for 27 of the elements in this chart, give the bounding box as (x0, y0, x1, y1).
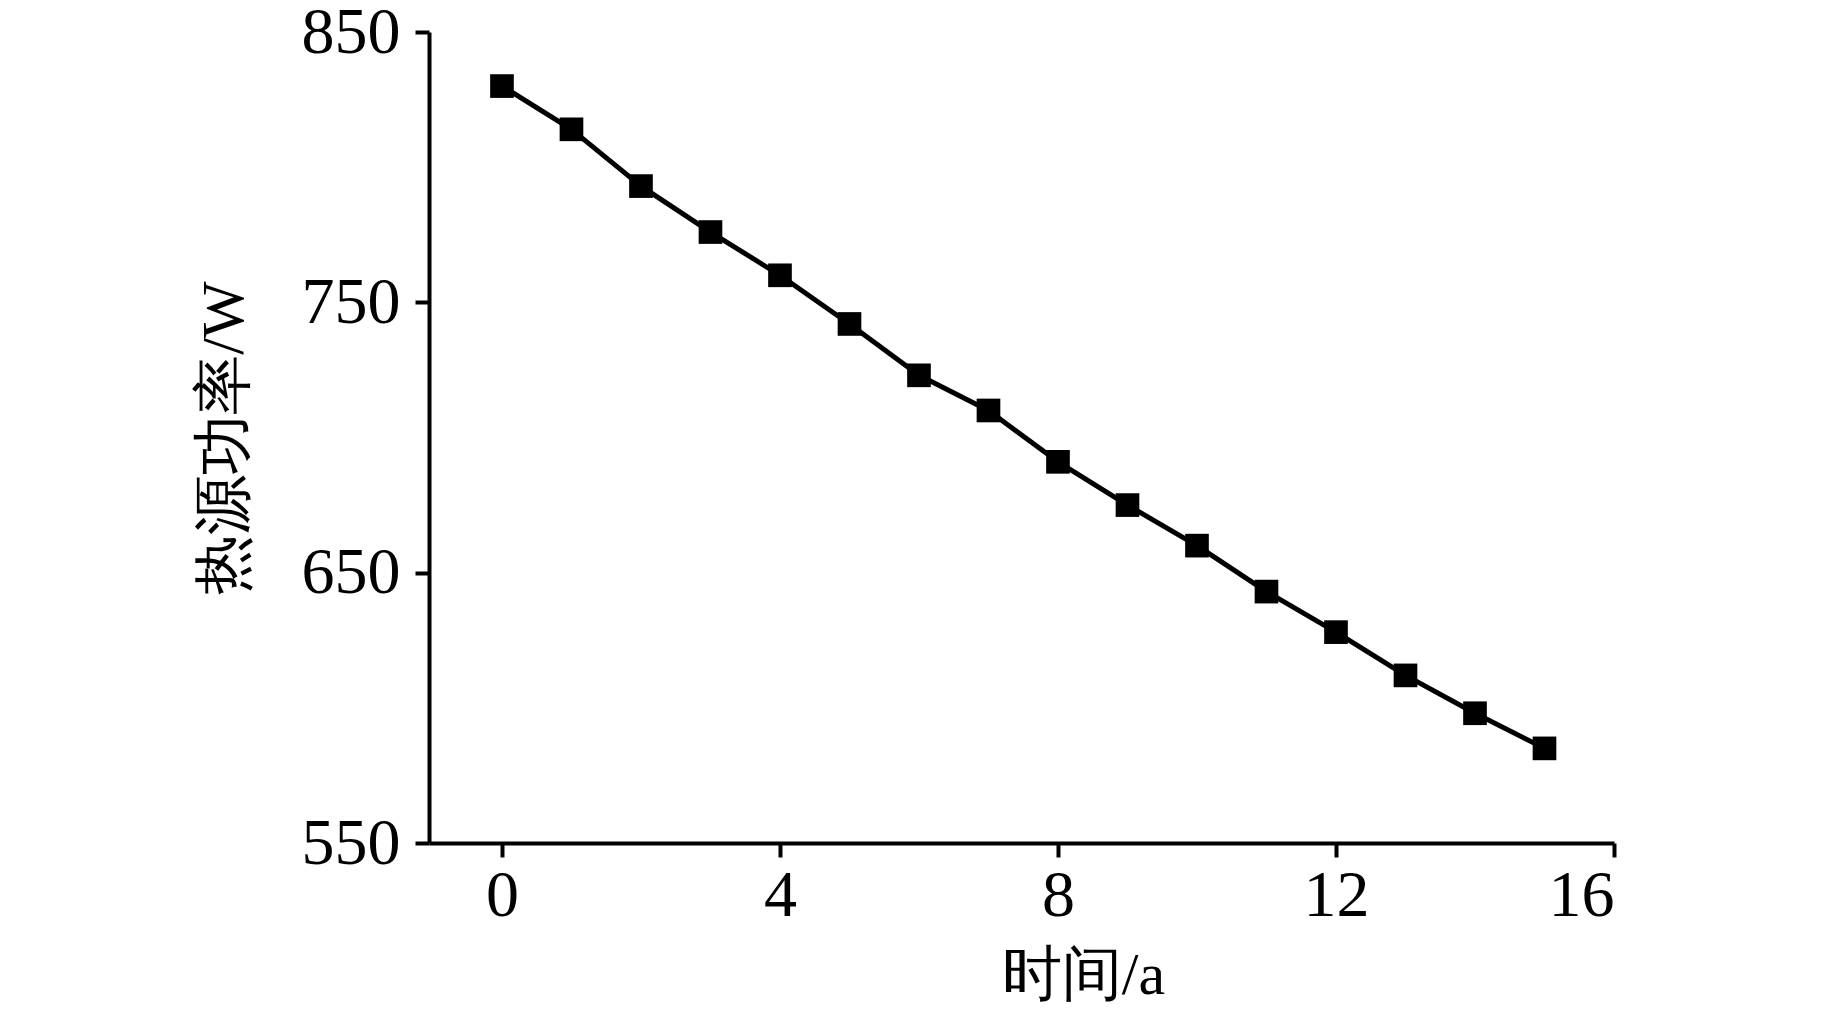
point (1463, 701, 1487, 726)
y-tick-label: 550 (301, 804, 401, 878)
point (490, 74, 514, 98)
y-tick-label: 750 (301, 263, 401, 337)
y-tick-label: 650 (301, 534, 401, 608)
x-tick-label: 4 (763, 856, 797, 930)
point (1115, 493, 1140, 517)
point (1324, 620, 1348, 644)
x-tick-label: 16 (1548, 856, 1615, 930)
y-axis-title: 热源功率/W (189, 280, 256, 595)
point (1254, 579, 1279, 604)
point (907, 363, 931, 388)
point (1532, 736, 1557, 761)
point (976, 398, 1001, 423)
x-tick-label: 12 (1303, 856, 1370, 930)
point (559, 117, 584, 142)
point (1046, 450, 1070, 474)
x-axis-title: 时间/a (1001, 940, 1166, 1007)
x-tick-label: 8 (1041, 856, 1075, 930)
point (698, 220, 723, 244)
point (1393, 663, 1418, 688)
point (768, 263, 792, 288)
point (1185, 533, 1209, 558)
point (629, 174, 653, 198)
x-tick-label: 0 (485, 856, 519, 930)
y-tick-label: 850 (301, 0, 401, 67)
point (837, 312, 862, 336)
